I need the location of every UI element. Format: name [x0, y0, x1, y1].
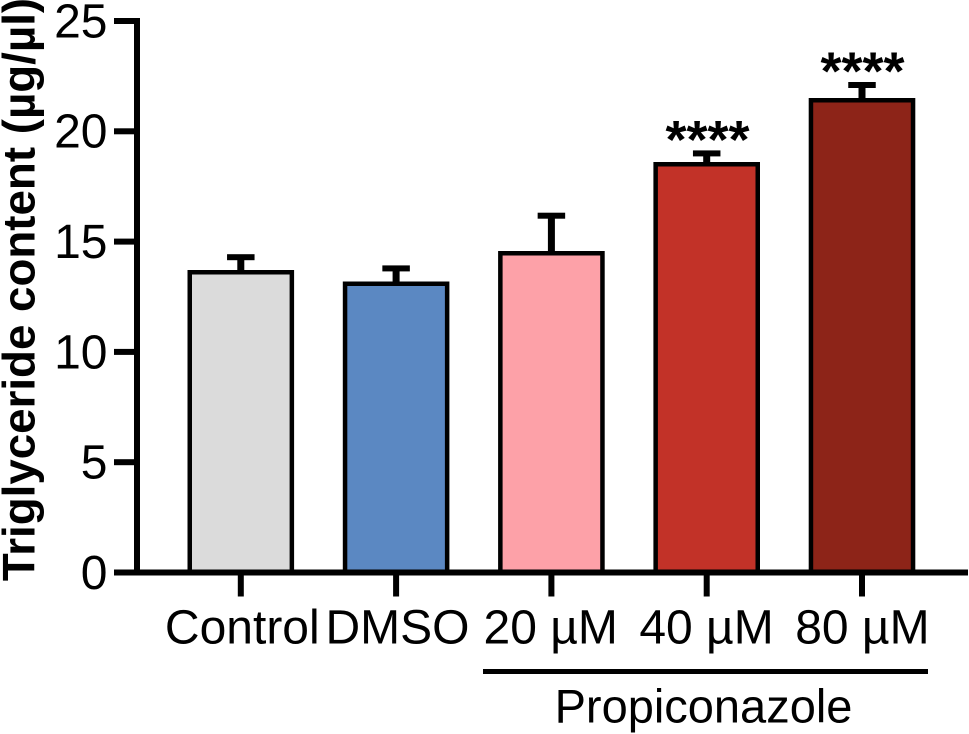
- svg-text:40 µM: 40 µM: [639, 602, 773, 655]
- svg-text:5: 5: [81, 437, 108, 490]
- svg-text:20: 20: [54, 106, 107, 159]
- svg-text:25: 25: [54, 0, 107, 48]
- svg-text:Triglyceride content (µg/µl): Triglyceride content (µg/µl): [0, 0, 45, 581]
- svg-text:0: 0: [81, 547, 108, 600]
- svg-text:Control: Control: [165, 602, 320, 655]
- svg-text:10: 10: [54, 326, 107, 379]
- svg-text:****: ****: [820, 42, 904, 102]
- svg-text:20 µM: 20 µM: [484, 602, 618, 655]
- svg-text:DMSO: DMSO: [326, 602, 470, 655]
- svg-text:80 µM: 80 µM: [795, 602, 929, 655]
- svg-text:Propiconazole: Propiconazole: [555, 680, 853, 733]
- svg-text:****: ****: [665, 110, 749, 170]
- svg-text:15: 15: [54, 216, 107, 269]
